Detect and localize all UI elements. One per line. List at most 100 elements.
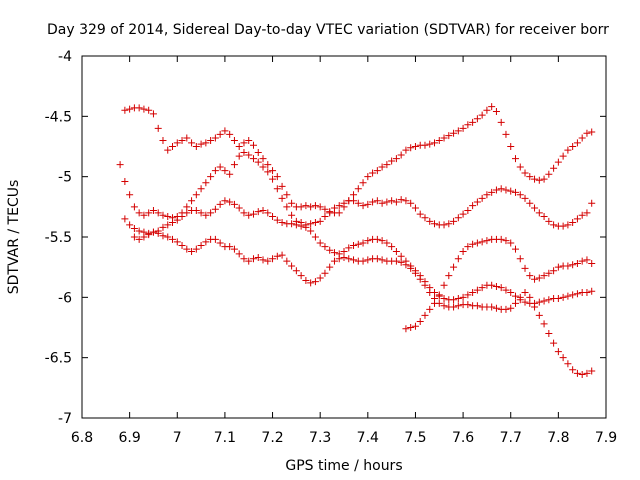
data-point [288,199,296,207]
data-point [273,185,281,193]
data-point [454,214,462,222]
data-point [516,191,524,199]
data-point [254,149,262,157]
data-point [316,239,324,247]
x-tick-label: 7 [173,430,182,446]
data-point [235,250,243,258]
data-point [550,339,558,347]
data-point [269,175,277,183]
data-point [226,198,234,206]
data-point [488,188,496,196]
data-point [483,106,491,114]
data-point [521,298,529,306]
data-point [364,237,372,245]
series-track-5 [402,235,596,333]
data-point [183,203,191,211]
x-tick-label: 7.4 [357,430,379,446]
data-point [245,136,253,144]
data-point [354,199,362,207]
data-point [116,161,124,169]
data-point [216,130,224,138]
data-point [421,141,429,149]
data-point [569,366,577,374]
x-tick-label: 6.8 [71,430,93,446]
data-point [454,295,462,303]
data-point [492,304,500,312]
x-tick-label: 7.1 [214,430,236,446]
data-point [135,235,143,243]
data-point [364,173,372,181]
data-point [511,155,519,163]
data-point [416,317,424,325]
data-point [450,217,458,225]
data-point [340,247,348,255]
data-point [321,205,329,213]
data-point [216,239,224,247]
data-point [578,371,586,379]
data-point [392,155,400,163]
data-point [378,163,386,171]
data-point [426,140,434,148]
data-point [469,118,477,126]
data-point [573,215,581,223]
data-point [169,143,177,150]
data-point [211,134,219,142]
data-point [511,292,519,300]
data-point [169,219,177,227]
data-point [535,298,543,306]
data-point [264,161,272,169]
data-point [545,170,553,178]
data-point [440,281,448,289]
data-point [511,245,519,253]
data-point [388,197,396,205]
data-point [197,140,205,148]
data-point [535,274,543,282]
data-point [230,200,238,208]
data-point [121,177,129,185]
data-point [350,256,358,264]
x-axis-label: GPS time / hours [285,458,402,474]
data-point [178,241,186,249]
data-point [478,238,486,246]
data-point [249,141,257,149]
data-point [121,106,129,114]
data-point [226,243,234,251]
data-point [431,220,439,228]
data-point [564,360,572,368]
data-point [540,297,548,305]
data-point [321,243,329,251]
data-point [216,163,224,171]
data-point [478,284,486,292]
data-point [254,158,262,166]
data-point [321,269,329,277]
data-point [326,246,334,254]
data-point [202,139,210,147]
data-point [378,237,386,245]
data-point [411,322,419,330]
data-point [178,136,186,144]
data-point [378,199,386,207]
data-point [188,247,196,255]
data-point [383,198,391,206]
data-point [554,295,562,303]
data-point [221,127,229,135]
data-point [564,221,572,229]
data-point [240,255,248,263]
data-point [388,157,396,165]
data-point [583,129,591,137]
data-point [340,199,348,207]
data-point [426,217,434,225]
data-point [535,311,543,319]
data-point [221,197,229,205]
data-point [188,139,196,147]
data-point [278,219,286,227]
data-points [116,103,596,379]
data-point [283,257,291,265]
data-point [402,325,410,333]
y-tick-label: -7 [58,411,72,427]
data-point [569,261,577,269]
data-point [502,237,510,245]
data-point [164,221,172,229]
data-point [397,151,405,159]
data-point [421,281,429,289]
